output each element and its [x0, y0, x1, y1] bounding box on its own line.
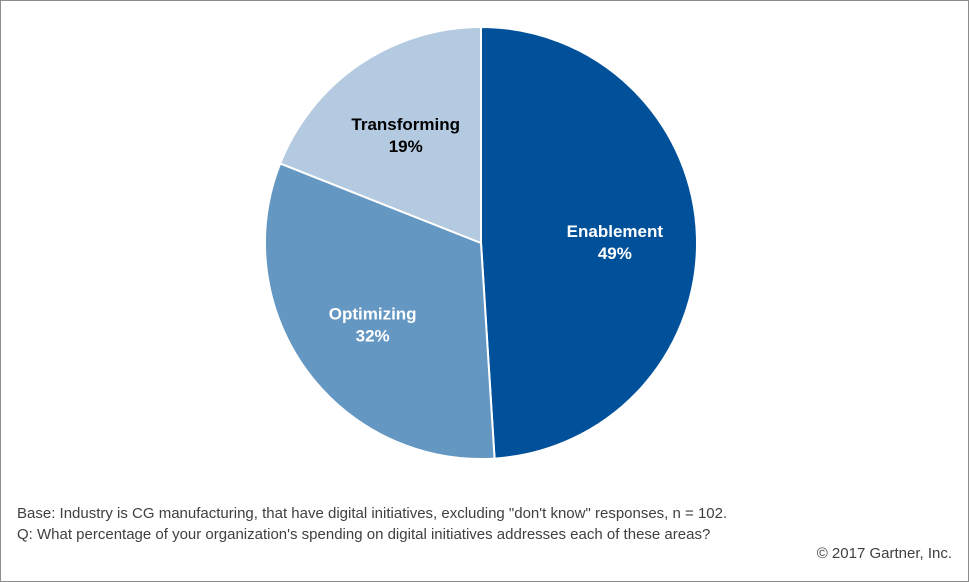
copyright-notice: © 2017 Gartner, Inc.: [816, 545, 952, 562]
pie-slice-optimizing: [264, 162, 496, 460]
slice-value-transforming: 19%: [389, 137, 423, 156]
slice-label-enablement: Enablement: [567, 222, 664, 241]
question-note: Q: What percentage of your organization'…: [17, 526, 711, 543]
slice-value-optimizing: 32%: [356, 327, 390, 346]
pie-slice-transforming: [278, 25, 482, 245]
base-note: Base: Industry is CG manufacturing, that…: [17, 505, 728, 522]
slice-label-optimizing: Optimizing: [329, 305, 417, 324]
slice-label-transforming: Transforming: [351, 115, 460, 134]
footnotes: Base: Industry is CG manufacturing, that…: [17, 503, 727, 545]
pie-slice-enablement: [480, 25, 699, 460]
slice-value-enablement: 49%: [598, 244, 632, 263]
